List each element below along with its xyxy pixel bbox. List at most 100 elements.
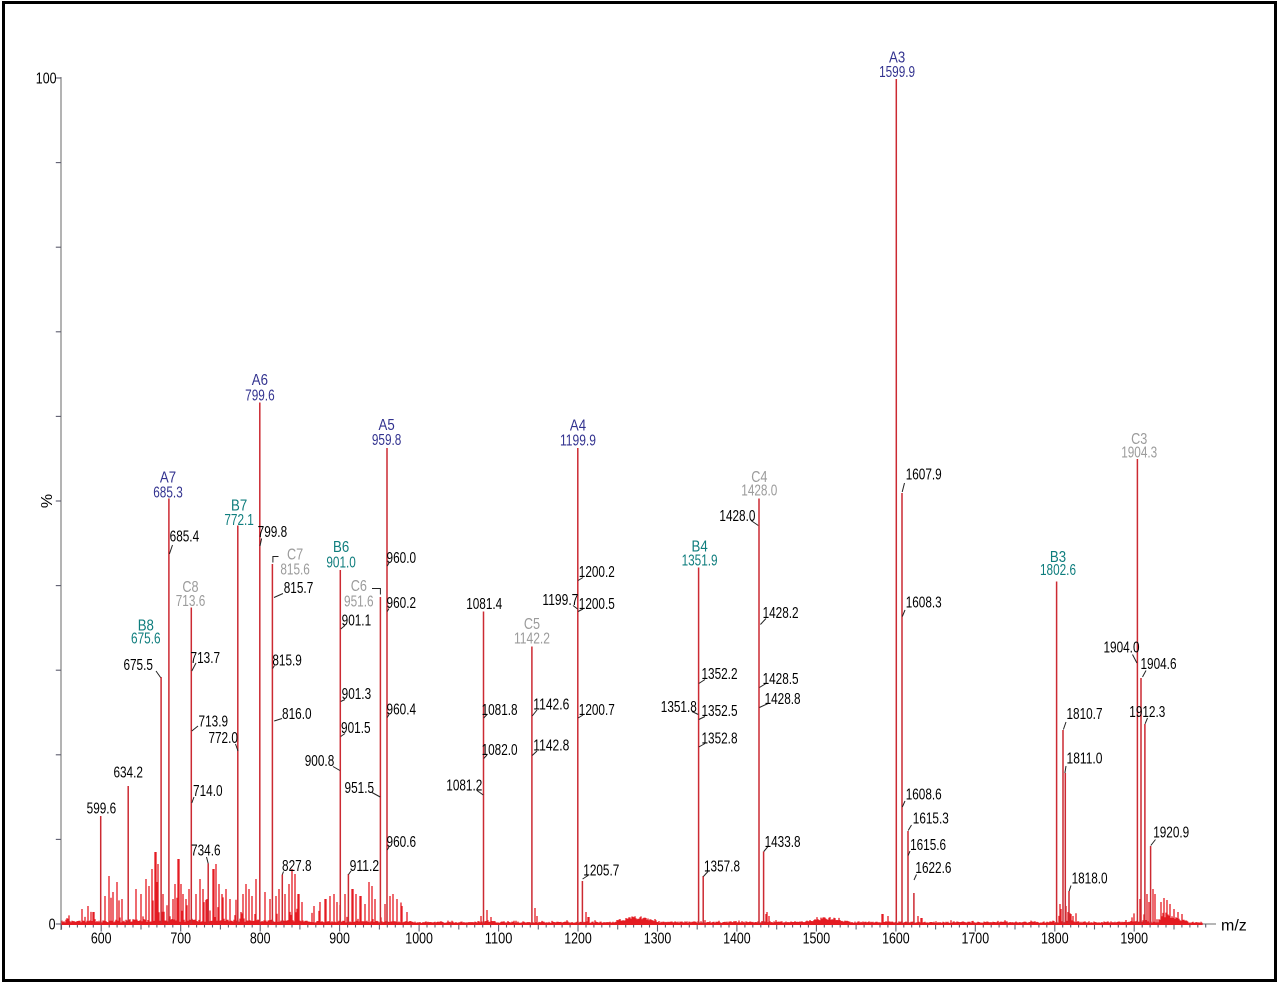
svg-text:1600: 1600 [882,931,910,948]
svg-text:1200: 1200 [564,931,592,948]
svg-text:1351.8: 1351.8 [661,699,697,716]
svg-text:951.5: 951.5 [345,780,375,797]
svg-text:772.1: 772.1 [224,512,254,529]
svg-text:951.6: 951.6 [344,594,374,611]
svg-text:1082.0: 1082.0 [482,742,518,759]
svg-text:599.6: 599.6 [87,800,117,817]
svg-text:1081.8: 1081.8 [482,702,518,719]
svg-text:600: 600 [91,931,112,948]
svg-text:1622.6: 1622.6 [915,860,951,877]
svg-text:675.6: 675.6 [131,631,161,648]
svg-text:1818.0: 1818.0 [1072,871,1108,888]
svg-text:C3: C3 [1131,431,1147,448]
svg-text:911.2: 911.2 [350,858,380,875]
svg-text:901.0: 901.0 [326,554,356,571]
svg-text:700: 700 [170,931,191,948]
svg-text:1428.0: 1428.0 [741,483,777,500]
svg-text:1081.2: 1081.2 [446,777,482,794]
svg-text:1607.9: 1607.9 [906,466,942,483]
svg-text:815.6: 815.6 [280,562,310,579]
svg-text:%: % [39,494,56,508]
svg-text:1599.9: 1599.9 [879,64,915,81]
svg-text:960.6: 960.6 [387,834,417,851]
svg-text:815.7: 815.7 [284,580,314,597]
svg-text:B8: B8 [138,617,154,634]
svg-text:1142.2: 1142.2 [514,631,550,648]
svg-text:1800: 1800 [1041,931,1069,948]
svg-text:1000: 1000 [405,931,433,948]
svg-text:C6: C6 [351,578,367,595]
svg-text:1608.3: 1608.3 [906,595,942,612]
svg-text:685.4: 685.4 [170,528,200,545]
svg-text:816.0: 816.0 [282,706,312,723]
svg-text:734.6: 734.6 [191,843,221,860]
svg-text:1500: 1500 [803,931,831,948]
svg-text:m/z: m/z [1221,918,1247,935]
svg-text:713.7: 713.7 [191,650,221,667]
svg-text:1904.3: 1904.3 [1121,445,1157,462]
svg-text:1428.2: 1428.2 [763,605,799,622]
svg-text:1615.6: 1615.6 [910,837,946,854]
svg-text:1199.7: 1199.7 [542,592,578,609]
svg-text:901.1: 901.1 [342,612,372,629]
svg-text:1357.8: 1357.8 [704,858,740,875]
svg-text:675.5: 675.5 [123,657,153,674]
svg-text:1142.6: 1142.6 [533,697,569,714]
svg-text:772.0: 772.0 [208,730,238,747]
svg-text:713.9: 713.9 [199,713,229,730]
svg-text:A6: A6 [252,372,268,389]
svg-text:1400: 1400 [723,931,751,948]
svg-text:1433.8: 1433.8 [765,834,801,851]
svg-text:B6: B6 [333,539,349,556]
svg-text:1700: 1700 [962,931,990,948]
svg-text:1428.8: 1428.8 [765,691,801,708]
svg-text:1352.5: 1352.5 [702,703,738,720]
svg-text:901.5: 901.5 [341,720,371,737]
svg-text:1920.9: 1920.9 [1153,825,1189,842]
svg-text:960.2: 960.2 [387,595,417,612]
svg-text:C8: C8 [182,579,198,596]
svg-text:1200.5: 1200.5 [579,596,615,613]
svg-text:1810.7: 1810.7 [1067,706,1103,723]
svg-text:1802.6: 1802.6 [1040,562,1076,579]
svg-text:685.3: 685.3 [153,485,183,502]
svg-text:1900: 1900 [1120,931,1148,948]
svg-text:799.8: 799.8 [258,524,288,541]
svg-text:1200.7: 1200.7 [579,702,615,719]
svg-text:960.0: 960.0 [387,550,417,567]
svg-text:1811.0: 1811.0 [1067,750,1103,767]
svg-text:1081.4: 1081.4 [466,596,502,613]
svg-text:1428.5: 1428.5 [763,671,799,688]
svg-text:901.3: 901.3 [342,686,372,703]
svg-text:1904.0: 1904.0 [1104,640,1140,657]
svg-text:B7: B7 [231,498,247,515]
svg-text:1615.3: 1615.3 [913,810,949,827]
svg-text:A3: A3 [889,49,905,66]
svg-text:100: 100 [36,71,57,88]
svg-text:B3: B3 [1050,549,1066,566]
svg-text:C4: C4 [751,469,767,486]
svg-text:1352.2: 1352.2 [702,666,738,683]
svg-text:1200.2: 1200.2 [579,564,615,581]
svg-text:A7: A7 [160,469,176,486]
svg-text:815.9: 815.9 [272,653,302,670]
svg-text:1142.8: 1142.8 [533,738,569,755]
svg-text:1100: 1100 [485,931,513,948]
svg-text:713.6: 713.6 [176,593,206,610]
svg-text:1608.6: 1608.6 [906,786,942,803]
svg-text:1199.9: 1199.9 [560,432,596,449]
svg-text:799.6: 799.6 [245,387,275,404]
svg-text:C5: C5 [524,616,540,633]
svg-text:959.8: 959.8 [372,432,402,449]
svg-text:1904.6: 1904.6 [1141,656,1177,673]
svg-text:1300: 1300 [644,931,672,948]
svg-text:1352.8: 1352.8 [702,731,738,748]
svg-text:0: 0 [49,917,56,934]
svg-text:A5: A5 [379,417,395,434]
svg-text:900.8: 900.8 [305,753,335,770]
svg-text:714.0: 714.0 [193,783,223,800]
svg-text:634.2: 634.2 [113,765,143,782]
svg-text:A4: A4 [570,418,586,435]
svg-text:C7: C7 [287,547,303,564]
svg-text:800: 800 [250,931,271,948]
